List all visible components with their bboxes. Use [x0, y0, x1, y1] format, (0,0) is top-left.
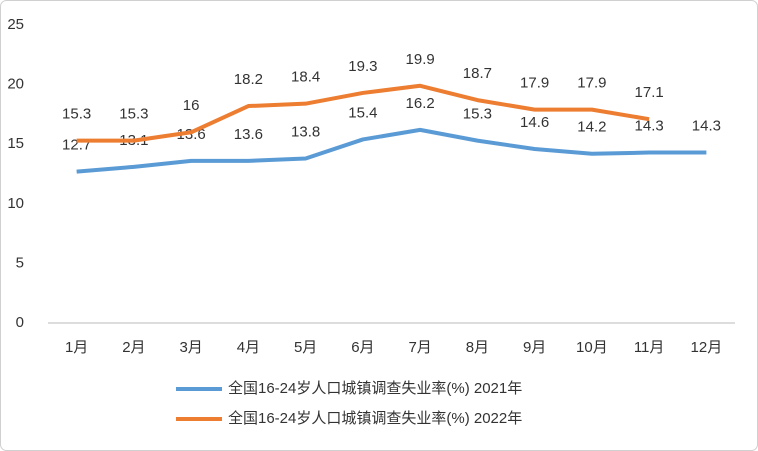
x-tick-label: 5月: [294, 339, 317, 356]
x-tick-label: 4月: [237, 339, 260, 356]
data-label: 14.3: [692, 118, 721, 135]
data-label: 17.1: [635, 84, 664, 101]
x-tick-label: 7月: [408, 339, 431, 356]
data-label: 16.2: [406, 95, 435, 112]
data-label: 15.3: [62, 106, 91, 123]
data-label: 18.2: [234, 71, 263, 88]
data-label: 13.6: [234, 126, 263, 143]
data-label: 14.3: [635, 118, 664, 135]
data-label: 16: [183, 97, 200, 114]
y-tick-label: 25: [7, 16, 24, 33]
data-label: 18.7: [463, 65, 492, 82]
data-label: 14.6: [520, 114, 549, 131]
x-tick-label: 11月: [634, 339, 665, 356]
data-label: 15.3: [463, 106, 492, 123]
y-tick-label: 10: [7, 195, 24, 212]
data-label: 18.4: [291, 69, 320, 86]
legend-label: 全国16-24岁人口城镇调查失业率(%) 2022年: [228, 409, 522, 427]
y-tick-label: 20: [7, 76, 24, 93]
data-label: 13.8: [291, 123, 320, 140]
series-line: [76, 83, 650, 143]
legend-label: 全国16-24岁人口城镇调查失业率(%) 2021年: [228, 379, 522, 397]
data-label: 17.9: [520, 75, 549, 92]
data-label: 19.9: [406, 51, 435, 68]
y-tick-label: 15: [7, 135, 24, 152]
data-label: 15.4: [348, 104, 377, 121]
series-line: [76, 127, 707, 174]
data-label: 14.2: [577, 119, 606, 136]
x-tick-label: 8月: [466, 339, 489, 356]
x-tick-label: 10月: [576, 339, 608, 356]
y-tick-label: 0: [16, 314, 24, 331]
x-tick-label: 6月: [351, 339, 374, 356]
x-tick-label: 2月: [122, 339, 145, 356]
data-label: 17.9: [577, 75, 606, 92]
y-tick-label: 5: [16, 254, 24, 271]
x-tick-label: 1月: [65, 339, 88, 356]
data-label: 19.3: [348, 58, 377, 75]
data-label: 15.3: [119, 106, 148, 123]
x-tick-label: 9月: [523, 339, 546, 356]
x-tick-label: 12月: [691, 339, 723, 356]
x-tick-label: 3月: [179, 339, 202, 356]
